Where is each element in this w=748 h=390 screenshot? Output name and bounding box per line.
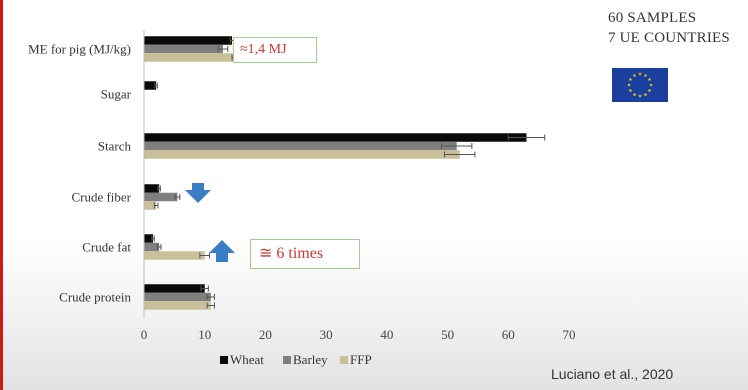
category-label-starch: Starch bbox=[98, 139, 132, 154]
x-tick-60: 60 bbox=[502, 327, 515, 342]
category-labels: ME for pig (MJ/kg) Sugar Starch Crude fiber… bbox=[28, 42, 132, 305]
bar-ffp-me-for-pig-mj-kg bbox=[144, 53, 239, 62]
samples-label: 60 SAMPLES bbox=[608, 10, 697, 26]
eu-star bbox=[643, 73, 648, 78]
bar-barley-crude-protein bbox=[144, 292, 211, 302]
bar-ffp-crude-fiber bbox=[144, 201, 157, 210]
bars bbox=[144, 36, 527, 310]
bar-barley-crude-fiber bbox=[144, 192, 178, 202]
eu-star bbox=[649, 83, 653, 87]
x-tick-40: 40 bbox=[380, 327, 393, 342]
arrow-up-icon bbox=[209, 240, 235, 262]
bar-wheat-crude-protein bbox=[144, 284, 205, 293]
error-bar-barley-starch bbox=[441, 143, 473, 149]
fat-difference-callout: ≅ 6 times bbox=[250, 239, 360, 269]
eu-star bbox=[632, 73, 637, 78]
eu-flag-icon bbox=[612, 68, 668, 102]
eu-star bbox=[647, 77, 652, 82]
bar-barley-me-for-pig-mj-kg bbox=[144, 44, 223, 54]
error-bar-wheat-crude-fiber bbox=[157, 185, 161, 192]
citation: Luciano et al., 2020 bbox=[551, 366, 674, 382]
bar-ffp-crude-fat bbox=[144, 251, 205, 260]
error-bar-wheat-starch bbox=[507, 134, 546, 141]
legend-label-ffp: FFP bbox=[350, 352, 372, 367]
legend-swatch-wheat bbox=[220, 356, 228, 364]
eu-star bbox=[638, 72, 642, 76]
x-tick-0: 0 bbox=[141, 327, 148, 342]
error-bar-barley-me-for-pig-mj-kg bbox=[217, 46, 229, 52]
bar-wheat-crude-fiber bbox=[144, 184, 160, 193]
bar-wheat-sugar bbox=[144, 81, 157, 90]
me-difference-callout: ≈1,4 MJ bbox=[233, 37, 317, 63]
category-label-me-for-pig-mj-kg: ME for pig (MJ/kg) bbox=[28, 42, 131, 57]
x-tick-10: 10 bbox=[198, 327, 211, 342]
category-label-crude-fat: Crude fat bbox=[82, 240, 131, 255]
eu-star bbox=[627, 83, 631, 87]
bar-barley-starch bbox=[144, 141, 457, 151]
eu-star bbox=[643, 92, 648, 97]
bar-barley-crude-fat bbox=[144, 242, 160, 252]
error-bar-barley-crude-fiber bbox=[174, 194, 181, 200]
error-bar-barley-crude-fat bbox=[156, 244, 162, 250]
error-bar-ffp-crude-fiber bbox=[153, 202, 159, 209]
bar-ffp-starch bbox=[144, 150, 460, 159]
legend: Wheat Barley FFP bbox=[220, 352, 372, 367]
legend-swatch-ffp bbox=[340, 356, 348, 364]
bar-wheat-crude-fat bbox=[144, 234, 154, 243]
x-tick-20: 20 bbox=[259, 327, 272, 342]
slide-edge-accent bbox=[0, 0, 3, 390]
bar-wheat-me-for-pig-mj-kg bbox=[144, 36, 233, 45]
category-label-crude-fiber: Crude fiber bbox=[71, 190, 131, 205]
eu-star bbox=[632, 92, 637, 97]
error-bar-barley-crude-protein bbox=[206, 294, 215, 300]
legend-label-wheat: Wheat bbox=[230, 352, 264, 367]
eu-star bbox=[628, 88, 633, 93]
error-bar-wheat-crude-fat bbox=[151, 235, 155, 242]
legend-swatch-barley bbox=[283, 356, 291, 364]
x-tick-70: 70 bbox=[563, 327, 576, 342]
countries-label: 7 UE COUNTRIES bbox=[608, 30, 730, 46]
error-bar-wheat-sugar bbox=[154, 82, 158, 89]
x-tick-30: 30 bbox=[320, 327, 333, 342]
error-bar-wheat-crude-protein bbox=[200, 285, 209, 292]
x-tick-50: 50 bbox=[441, 327, 454, 342]
x-tick-labels: 0 10 20 30 40 50 60 70 bbox=[141, 327, 576, 342]
category-label-sugar: Sugar bbox=[101, 87, 132, 102]
category-label-crude-protein: Crude protein bbox=[59, 290, 131, 305]
error-bar-ffp-starch bbox=[444, 151, 476, 158]
error-bar-ffp-crude-protein bbox=[206, 302, 215, 309]
bar-ffp-crude-protein bbox=[144, 301, 211, 310]
arrow-down-icon bbox=[185, 183, 211, 203]
bar-wheat-starch bbox=[144, 133, 527, 142]
error-bar-ffp-crude-fat bbox=[199, 252, 211, 259]
arrows bbox=[185, 183, 235, 262]
legend-label-barley: Barley bbox=[293, 352, 328, 367]
eu-star bbox=[647, 88, 652, 93]
eu-star bbox=[628, 77, 633, 82]
eu-star bbox=[638, 94, 642, 98]
